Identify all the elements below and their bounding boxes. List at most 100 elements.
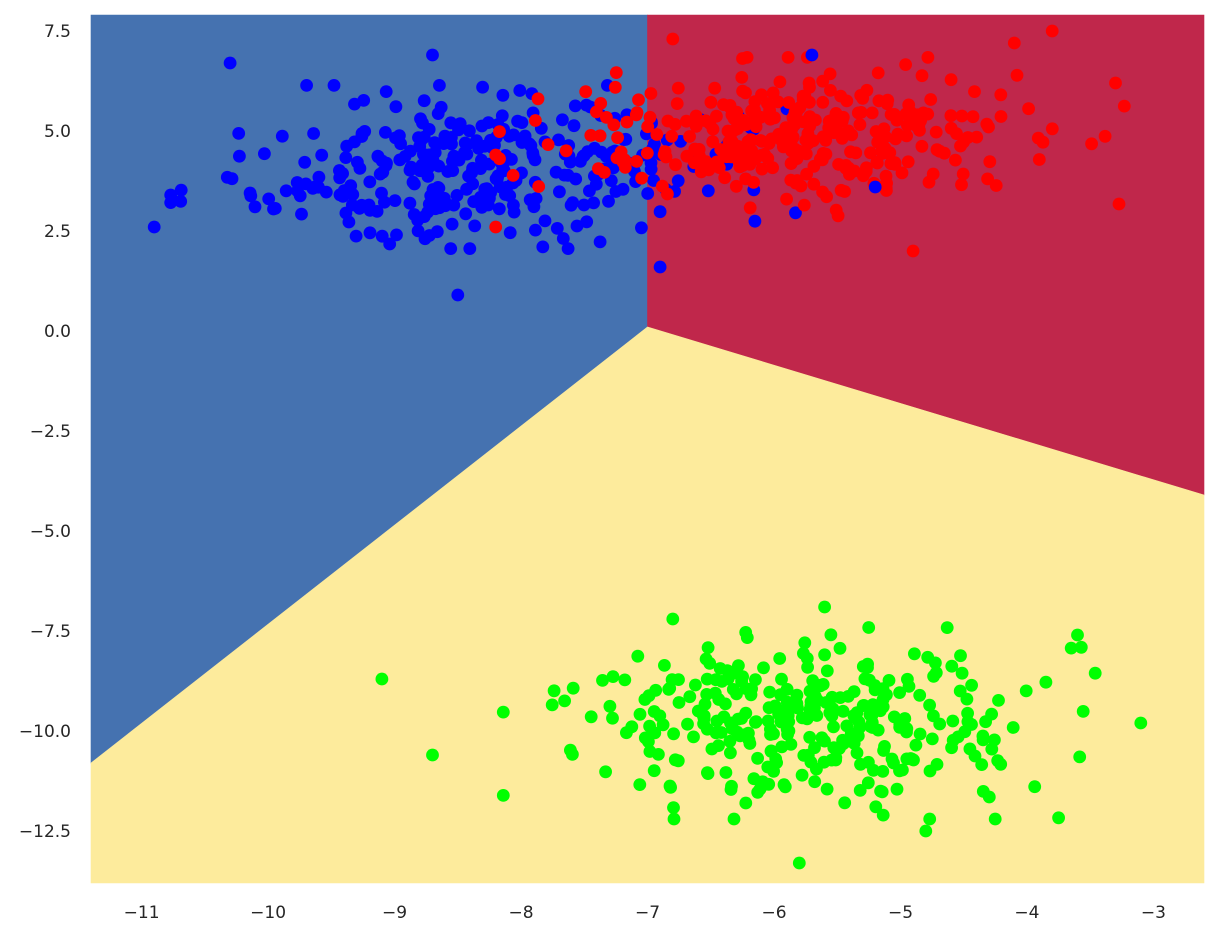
x-tick-label: −11 (124, 903, 160, 923)
point-green (877, 744, 890, 757)
point-green (723, 734, 737, 748)
point-blue (336, 190, 350, 203)
point-blue (536, 240, 550, 254)
point-green (784, 738, 798, 751)
point-green (768, 699, 782, 713)
point-green (945, 659, 959, 673)
point-green (767, 764, 780, 778)
point-green (856, 699, 870, 712)
point-red (728, 123, 742, 137)
point-green (1064, 641, 1078, 655)
point-green (1073, 750, 1087, 764)
point-blue (450, 189, 464, 202)
point-blue (232, 126, 246, 140)
point-green (808, 775, 822, 789)
point-blue (315, 148, 329, 162)
point-red (1098, 129, 1112, 143)
point-green (739, 796, 753, 810)
point-green (725, 779, 738, 793)
point-blue (463, 242, 477, 256)
point-blue (529, 223, 542, 237)
point-red (640, 146, 654, 160)
point-green (994, 757, 1008, 771)
point-red (816, 74, 830, 88)
point-green (929, 666, 943, 680)
point-red (611, 131, 624, 145)
point-green (965, 678, 978, 692)
point-blue (459, 207, 473, 221)
point-blue (363, 175, 377, 189)
point-blue (748, 214, 762, 228)
point-green (866, 721, 879, 734)
point-red (895, 166, 909, 180)
point-red (853, 118, 867, 131)
point-red (656, 179, 669, 193)
point-red (880, 97, 894, 111)
point-red (989, 179, 1003, 192)
point-blue (593, 235, 607, 249)
point-red (771, 95, 785, 109)
point-blue (268, 202, 282, 215)
point-blue (583, 184, 596, 198)
point-red (944, 73, 958, 87)
point-blue (478, 182, 492, 196)
point-green (849, 711, 863, 725)
point-blue (307, 127, 320, 140)
point-red (926, 167, 940, 181)
point-green (923, 812, 937, 826)
point-blue (569, 172, 583, 186)
point-red (921, 51, 935, 64)
point-blue (164, 196, 178, 210)
x-tick-label: −5 (888, 903, 913, 923)
point-green (913, 727, 927, 741)
point-green (824, 628, 838, 642)
point-green (958, 725, 972, 739)
point-blue (275, 129, 289, 143)
point-red (994, 110, 1008, 123)
y-tick-label: −10.0 (19, 722, 71, 742)
point-red (871, 66, 885, 80)
point-blue (174, 183, 188, 197)
point-blue (552, 133, 565, 147)
point-green (820, 782, 834, 796)
point-green (775, 672, 788, 686)
point-blue (428, 136, 441, 150)
point-green (913, 688, 927, 702)
point-green (558, 694, 571, 708)
point-red (854, 106, 868, 119)
point-red (616, 155, 630, 169)
point-red (956, 167, 970, 181)
point-red (761, 97, 774, 110)
point-green (631, 649, 645, 663)
point-green (730, 687, 743, 701)
point-green (633, 707, 647, 721)
point-blue (538, 214, 552, 228)
point-red (689, 109, 703, 123)
point-red (735, 71, 749, 84)
y-tick-label: −5.0 (30, 522, 71, 542)
point-blue (413, 164, 427, 178)
point-green (672, 673, 685, 686)
point-blue (421, 205, 435, 219)
point-green (1134, 716, 1148, 730)
point-green (827, 741, 841, 755)
point-blue (594, 145, 608, 159)
point-red (955, 178, 968, 192)
point-blue (388, 194, 402, 208)
point-blue (355, 198, 369, 212)
point-red (671, 81, 685, 95)
point-red (683, 130, 696, 143)
point-blue (523, 137, 536, 151)
point-green (968, 749, 982, 763)
point-green (426, 748, 439, 762)
point-red (887, 108, 901, 121)
point-red (609, 66, 623, 79)
point-blue (475, 200, 489, 214)
point-green (792, 856, 806, 870)
point-green (905, 752, 919, 766)
point-green (992, 694, 1005, 707)
point-green (709, 673, 723, 687)
point-red (797, 198, 811, 212)
point-green (780, 682, 794, 696)
point-blue (339, 151, 353, 165)
